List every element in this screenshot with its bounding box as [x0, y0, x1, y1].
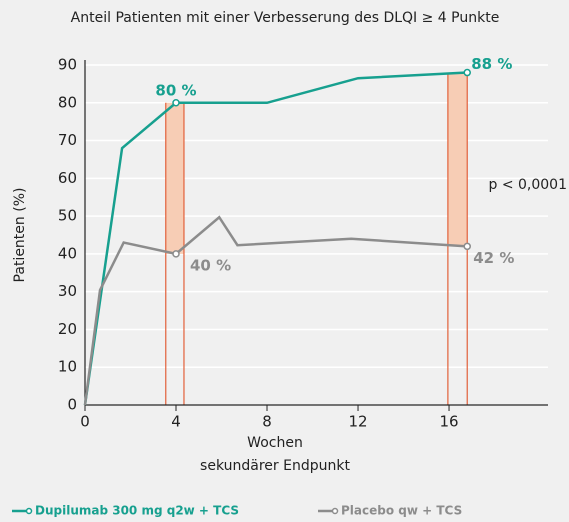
y-axis-label: Patienten (%)	[12, 188, 28, 283]
y-tick-label: 40	[58, 244, 77, 262]
highlight-band	[447, 72, 468, 247]
x-axis-label: Wochen	[247, 435, 303, 451]
point-marker	[463, 68, 471, 77]
x-tick-label: 12	[348, 413, 367, 431]
highlight-band	[165, 102, 184, 254]
point-marker	[172, 99, 180, 107]
y-tick-label: 80	[58, 93, 77, 111]
y-tick-label: 90	[58, 56, 77, 74]
y-tick-label: 10	[58, 358, 77, 376]
x-axis-label: sekundärer Endpunkt	[200, 458, 350, 474]
y-tick-label: 70	[58, 131, 77, 149]
legend-marker	[25, 507, 33, 515]
x-tick-label: 4	[171, 413, 181, 431]
data-label: 80 %	[155, 81, 196, 99]
point-marker	[172, 250, 180, 258]
chart-title: Anteil Patienten mit einer Verbesserung …	[71, 10, 500, 26]
x-tick-label: 0	[80, 413, 90, 431]
data-label: 40 %	[190, 256, 231, 274]
y-tick-label: 0	[67, 396, 77, 414]
y-tick-label: 20	[58, 320, 77, 338]
x-tick-label: 8	[262, 413, 272, 431]
series-line	[83, 71, 468, 406]
data-label: 42 %	[473, 249, 514, 267]
annotation: p < 0,0001	[488, 177, 567, 193]
series-line	[83, 215, 468, 406]
legend-marker	[331, 507, 339, 515]
x-tick-label: 16	[439, 413, 458, 431]
legend-label: Placebo qw + TCS	[341, 504, 462, 518]
point-marker	[463, 242, 471, 251]
y-tick-label: 30	[58, 282, 77, 300]
data-label: 88 %	[471, 55, 512, 73]
y-tick-label: 50	[58, 207, 77, 225]
y-tick-label: 60	[58, 169, 77, 187]
legend-label: Dupilumab 300 mg q2w + TCS	[35, 504, 239, 518]
